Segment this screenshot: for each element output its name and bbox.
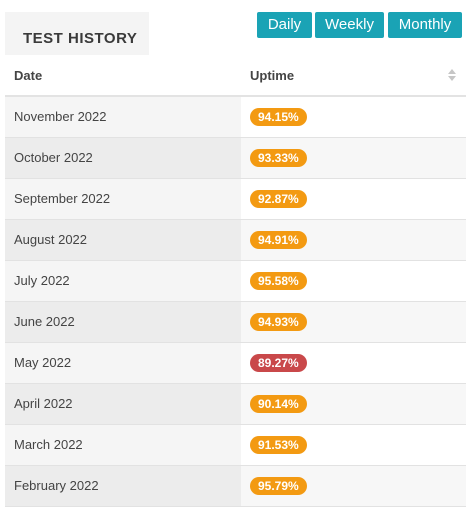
table-row: June 2022 94.93% [5,302,466,343]
row-date: March 2022 [5,425,241,465]
row-date: August 2022 [5,220,241,260]
weekly-button[interactable]: Weekly [315,12,384,38]
uptime-badge: 89.27% [250,354,307,372]
table-row: April 2022 90.14% [5,384,466,425]
monthly-button[interactable]: Monthly [388,12,462,38]
row-uptime-cell: 94.15% [241,97,466,137]
history-table: Date Uptime November 2022 94.15% October 2… [5,55,466,507]
row-uptime-cell: 92.87% [241,179,466,219]
row-date: September 2022 [5,179,241,219]
table-row: September 2022 92.87% [5,179,466,220]
uptime-badge: 91.53% [250,436,307,454]
row-date: June 2022 [5,302,241,342]
panel-title: TEST HISTORY [23,30,138,47]
uptime-badge: 95.58% [250,272,307,290]
row-uptime-cell: 94.93% [241,302,466,342]
table-row: May 2022 89.27% [5,343,466,384]
row-uptime-cell: 91.53% [241,425,466,465]
test-history-panel: TEST HISTORY Daily Weekly Monthly Date U… [5,6,466,517]
table-row: October 2022 93.33% [5,138,466,179]
uptime-badge: 92.87% [250,190,307,208]
uptime-badge: 90.14% [250,395,307,413]
row-date: April 2022 [5,384,241,424]
sort-icon[interactable] [447,68,457,82]
table-header: Date Uptime [5,55,466,97]
panel-header: TEST HISTORY Daily Weekly Monthly [5,6,466,55]
row-uptime-cell: 93.33% [241,138,466,178]
title-tab: TEST HISTORY [5,12,149,55]
row-date: October 2022 [5,138,241,178]
row-date: May 2022 [5,343,241,383]
row-uptime-cell: 90.14% [241,384,466,424]
row-date: July 2022 [5,261,241,301]
uptime-badge: 94.93% [250,313,307,331]
table-body: November 2022 94.15% October 2022 93.33% Sep… [5,97,466,507]
uptime-badge: 94.91% [250,231,307,249]
uptime-badge: 94.15% [250,108,307,126]
daily-button[interactable]: Daily [257,12,312,38]
row-uptime-cell: 95.79% [241,466,466,506]
table-row: July 2022 95.58% [5,261,466,302]
uptime-badge: 95.79% [250,477,307,495]
table-row: November 2022 94.15% [5,97,466,138]
column-header-date[interactable]: Date [14,68,43,83]
row-uptime-cell: 94.91% [241,220,466,260]
row-uptime-cell: 89.27% [241,343,466,383]
uptime-badge: 93.33% [250,149,307,167]
column-header-uptime[interactable]: Uptime [250,68,295,83]
row-date: November 2022 [5,97,241,137]
row-date: February 2022 [5,466,241,506]
table-row: February 2022 95.79% [5,466,466,507]
row-uptime-cell: 95.58% [241,261,466,301]
table-row: March 2022 91.53% [5,425,466,466]
table-row: August 2022 94.91% [5,220,466,261]
